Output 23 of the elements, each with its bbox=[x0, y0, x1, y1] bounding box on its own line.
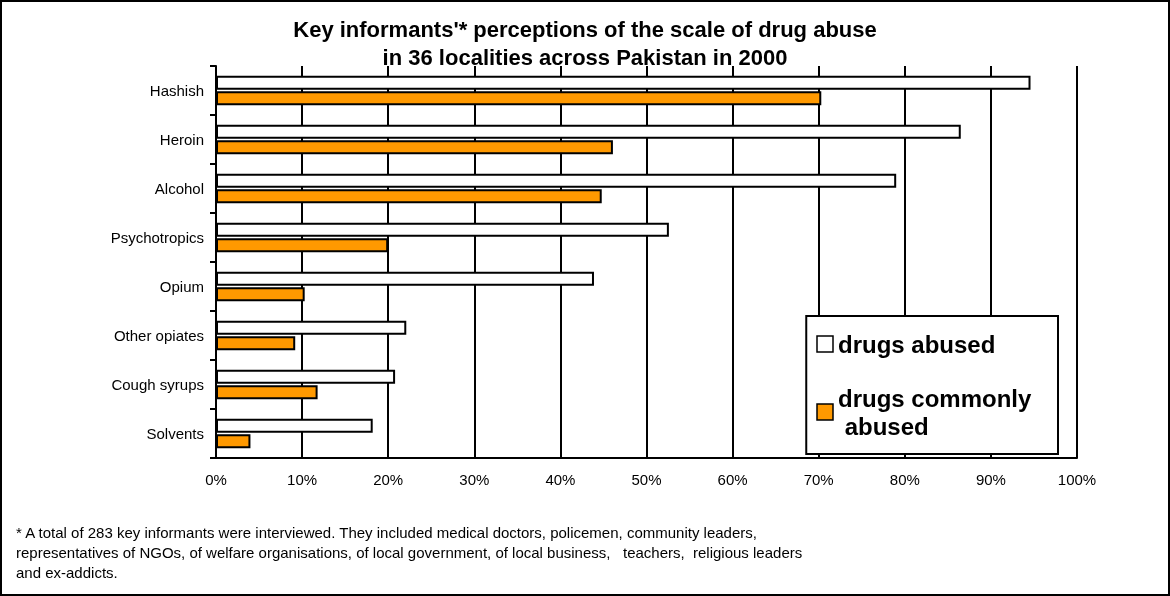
y-tick-label: Other opiates bbox=[113, 327, 204, 344]
x-tick-label: 80% bbox=[889, 471, 920, 488]
x-tick-label: 10% bbox=[287, 471, 318, 488]
x-tick-label: 100% bbox=[1057, 471, 1097, 488]
legend-label: drugs commonly abused bbox=[838, 384, 1033, 440]
legend-label: drugs abused bbox=[838, 330, 996, 358]
x-tick-label: 70% bbox=[803, 471, 834, 488]
x-tick-label: 0% bbox=[205, 471, 227, 488]
x-tick-label: 40% bbox=[545, 471, 576, 488]
x-tick-label: 30% bbox=[459, 471, 490, 488]
y-tick-label: Solvents bbox=[146, 425, 204, 442]
x-tick-label: 20% bbox=[373, 471, 404, 488]
y-tick-label: Alcohol bbox=[154, 180, 204, 197]
x-tick-label: 90% bbox=[975, 471, 1006, 488]
y-tick-label: Hashish bbox=[149, 82, 204, 99]
y-tick-label: Cough syrups bbox=[111, 376, 204, 393]
x-tick-label: 60% bbox=[717, 471, 748, 488]
chart-title: Key informants'* perceptions of the scale of drug abuse in 36 localities across Pakistan in 2000 bbox=[293, 16, 877, 70]
x-tick-label: 50% bbox=[631, 471, 662, 488]
text: * A total of 283 key informants were interviewed. They included medical doctors, policemen, community leaders, representatives of NGOs, of welfare organisations, of local government, of local business, teachers, religious leaders and ex-addicts. bbox=[16, 523, 803, 581]
y-tick-label: Psychotropics bbox=[110, 229, 204, 246]
y-tick-label: Opium bbox=[159, 278, 204, 295]
y-tick-label: Heroin bbox=[159, 131, 204, 148]
